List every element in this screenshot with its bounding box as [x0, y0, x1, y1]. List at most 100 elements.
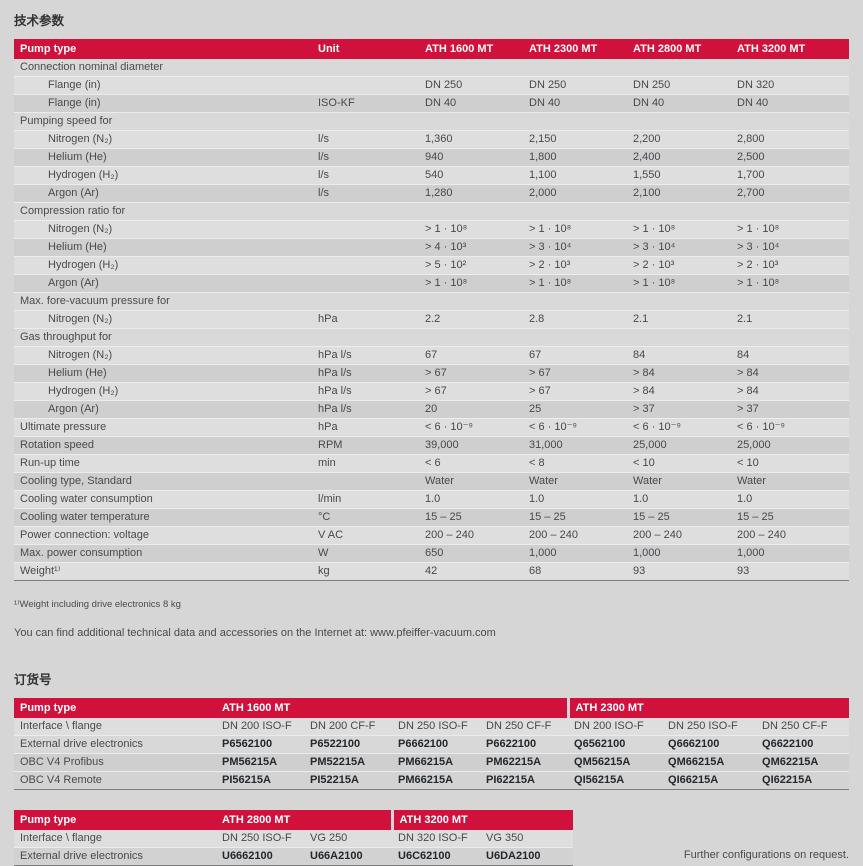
spec-row: Weight¹⁾ kg 42 68 93 93	[14, 562, 849, 581]
spec-value: 200 – 240	[523, 526, 627, 545]
spec-row: Run-up time min < 6 < 8 < 10 < 10	[14, 454, 849, 473]
spec-value: 15 – 25	[627, 508, 731, 527]
spec-value: DN 40	[731, 94, 849, 113]
further-configurations-note: Further configurations on request.	[683, 849, 849, 861]
flange-variant: DN 250 CF-F	[480, 718, 569, 736]
spec-row: Helium (He) hPa l/s > 67 > 67 > 84 > 84	[14, 364, 849, 383]
order-number: PI62215A	[480, 771, 569, 790]
order-number: Q6662100	[662, 735, 757, 754]
order-number: Q6622100	[756, 735, 850, 754]
spec-value: 2,400	[627, 148, 731, 167]
header-model: ATH 2300 MT	[523, 39, 627, 59]
order-row-label: Interface \ flange	[14, 718, 216, 736]
spec-row: Cooling water consumption l/min 1.0 1.0 1.0 1…	[14, 490, 849, 509]
spec-value: 2,150	[523, 130, 627, 149]
spec-value: 1,700	[731, 166, 849, 185]
spec-value: 68	[523, 562, 627, 581]
spec-value: 67	[419, 346, 523, 365]
spec-value: > 5 · 10²	[419, 256, 523, 275]
spec-value: > 1 · 10⁸	[731, 274, 849, 293]
spec-unit: l/s	[312, 184, 419, 203]
spec-row: Ultimate pressure hPa < 6 · 10⁻⁹ < 6 · 10⁻⁹…	[14, 418, 849, 437]
order-number: QM56215A	[568, 753, 663, 772]
spec-value: 84	[731, 346, 849, 365]
spec-label: Run-up time	[14, 454, 312, 473]
order-row-label: OBC V4 Profibus	[14, 753, 216, 772]
tech-params-title: 技术参数	[14, 14, 65, 28]
spec-value: < 6	[419, 454, 523, 473]
internet-note: You can find additional technical data a…	[14, 627, 496, 639]
spec-value: 2,100	[627, 184, 731, 203]
spec-label: Helium (He)	[14, 364, 312, 383]
spec-value: > 67	[523, 382, 627, 401]
spec-row: Rotation speed RPM 39,000 31,000 25,000 25,00…	[14, 436, 849, 455]
spec-value: 1,360	[419, 130, 523, 149]
spec-row: Helium (He) l/s 940 1,800 2,400 2,500	[14, 148, 849, 167]
flange-variant: DN 200 CF-F	[304, 718, 392, 736]
spec-value: > 1 · 10⁸	[627, 220, 731, 239]
spec-unit	[312, 274, 419, 293]
spec-label: Argon (Ar)	[14, 274, 312, 293]
spec-value: 20	[419, 400, 523, 419]
order-table-2-header: Pump type ATH 2800 MT ATH 3200 MT	[14, 810, 574, 830]
spec-value: DN 40	[523, 94, 627, 113]
spec-row: Nitrogen (N₂) hPa l/s 67 67 84 84	[14, 346, 849, 365]
spec-value: > 1 · 10⁸	[731, 220, 849, 239]
spec-header-row: Pump type Unit ATH 1600 MT ATH 2300 MT ATH 2…	[14, 39, 849, 59]
spec-value: > 67	[419, 364, 523, 383]
spec-value: 2,700	[731, 184, 849, 203]
spec-value: 650	[419, 544, 523, 563]
order-table-2800-3200: Pump type ATH 2800 MT ATH 3200 MT Interfac…	[14, 810, 574, 866]
spec-value: 1.0	[419, 490, 523, 509]
spec-value: 15 – 25	[523, 508, 627, 527]
spec-label: Cooling type, Standard	[14, 472, 312, 491]
spec-value: 93	[731, 562, 849, 581]
spec-unit: RPM	[312, 436, 419, 455]
spec-value: Water	[627, 472, 731, 491]
spec-value: > 1 · 10⁸	[419, 274, 523, 293]
flange-variant: DN 250 ISO-F	[392, 718, 480, 736]
spec-unit: kg	[312, 562, 419, 581]
order-table-2-body: Interface \ flange DN 250 ISO-F VG 250 DN 3…	[14, 830, 574, 866]
spec-row: Nitrogen (N₂) hPa 2.2 2.8 2.1 2.1	[14, 310, 849, 329]
order-number: PI56215A	[216, 771, 304, 790]
spec-value: Water	[419, 472, 523, 491]
order-row: External drive electronics U6662100 U66A21…	[14, 847, 574, 866]
spec-value: 1,000	[627, 544, 731, 563]
spec-row: Argon (Ar) l/s 1,280 2,000 2,100 2,700	[14, 184, 849, 203]
spec-unit: min	[312, 454, 419, 473]
spec-label: Argon (Ar)	[14, 400, 312, 419]
order-number: PM52215A	[304, 753, 392, 772]
section-row: Max. fore-vacuum pressure for	[14, 292, 849, 311]
section-row: Connection nominal diameter	[14, 59, 849, 77]
order-number: P6622100	[480, 735, 569, 754]
spec-value: 84	[627, 346, 731, 365]
spec-label: Flange (in)	[14, 76, 312, 95]
flange-variant: DN 200 ISO-F	[216, 718, 304, 736]
spec-value: > 84	[731, 364, 849, 383]
spec-unit: l/s	[312, 148, 419, 167]
spec-row: Max. power consumption W 650 1,000 1,000 1,00…	[14, 544, 849, 563]
header-model: ATH 3200 MT	[731, 39, 849, 59]
spec-label: Helium (He)	[14, 238, 312, 257]
header-model-group: ATH 2300 MT	[566, 698, 850, 718]
order-table-1-header: Pump type ATH 1600 MT ATH 2300 MT	[14, 698, 850, 718]
spec-row: Flange (in) ISO-KF DN 40 DN 40 DN 40 DN 40	[14, 94, 849, 113]
spec-unit: ISO-KF	[312, 94, 419, 113]
spec-value: 2,000	[523, 184, 627, 203]
spec-label: Cooling water consumption	[14, 490, 312, 509]
spec-row: Power connection: voltage V AC 200 – 240 20…	[14, 526, 849, 545]
spec-unit: hPa l/s	[312, 346, 419, 365]
header-model-group: ATH 1600 MT	[216, 698, 569, 718]
spec-unit: hPa	[312, 418, 419, 437]
spec-unit: W	[312, 544, 419, 563]
spec-value: > 37	[731, 400, 849, 419]
spec-label: Power connection: voltage	[14, 526, 312, 545]
spec-value: 200 – 240	[419, 526, 523, 545]
section-label: Compression ratio for	[14, 202, 849, 221]
spec-value: > 1 · 10⁸	[523, 220, 627, 239]
spec-table-body: Connection nominal diameter Flange (in) DN…	[14, 59, 849, 581]
spec-unit: °C	[312, 508, 419, 527]
spec-value: 67	[523, 346, 627, 365]
